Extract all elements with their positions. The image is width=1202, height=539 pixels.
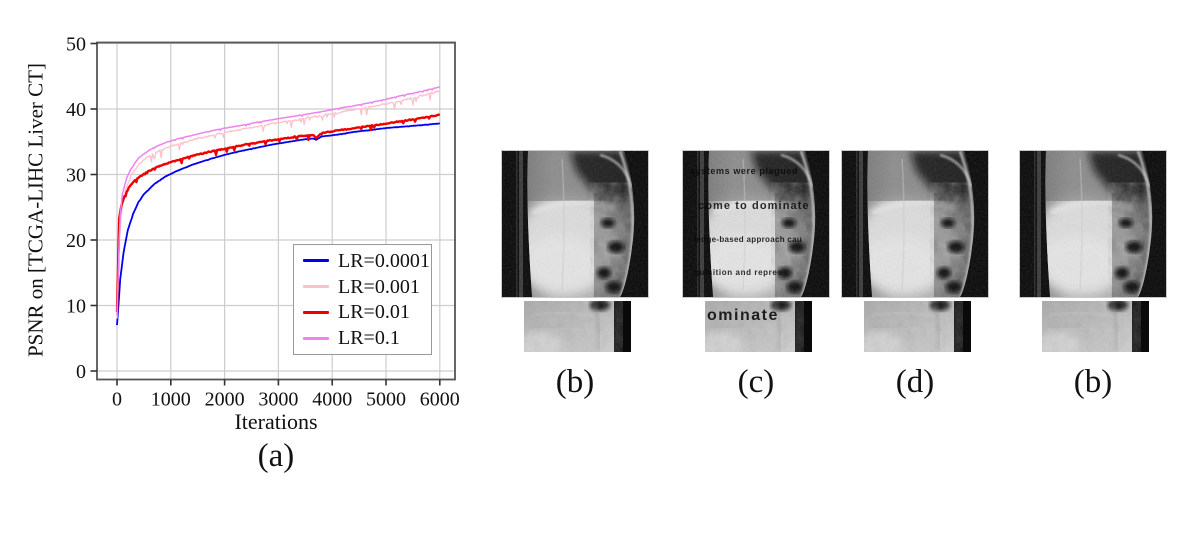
svg-text:10: 10	[66, 296, 86, 318]
svg-text:40: 40	[66, 99, 86, 121]
legend-label: LR=0.0001	[338, 249, 430, 272]
xray-image-c: systems were plagued come to dominate le…	[682, 150, 830, 298]
overlay-crop-text: ominate	[707, 307, 779, 324]
xray-scan	[842, 151, 988, 297]
xray-crop-d	[864, 301, 971, 352]
legend-item-lr-0001: LR=0.0001	[303, 251, 431, 271]
subfigure-caption-a: (a)	[257, 438, 295, 474]
xray-crop-image	[524, 301, 631, 352]
legend-line-swatch	[303, 259, 329, 263]
svg-text:1000: 1000	[151, 389, 191, 411]
xray-crop-b1	[524, 301, 631, 352]
axis-ticks	[90, 42, 441, 386]
xray-image-b2	[1019, 150, 1167, 298]
legend-label: LR=0.01	[338, 301, 410, 324]
xray-scan	[1020, 151, 1166, 297]
svg-text:2000: 2000	[205, 389, 245, 411]
subfigure-caption-c: (c)	[737, 364, 775, 400]
x-axis-label: Iterations	[234, 409, 318, 434]
legend-item-lr-1: LR=0.1	[303, 328, 431, 348]
chart-legend: LR=0.0001 LR=0.001 LR=0.01 LR=0.1	[293, 244, 432, 355]
psnr-chart-plot: 0 1000 2000 3000 4000 5000 6000 0 10 20 30 40 50	[66, 34, 460, 411]
svg-text:0: 0	[76, 361, 86, 383]
svg-text:4000: 4000	[312, 389, 352, 411]
xray-crop-c: ominate	[705, 301, 812, 352]
xray-panel-d: (d)	[841, 150, 989, 400]
legend-item-lr-01: LR=0.01	[303, 302, 431, 322]
xray-image-b1	[501, 150, 649, 298]
legend-item-lr-001: LR=0.001	[303, 277, 431, 297]
series-line-LR=0.1	[116, 86, 440, 316]
overlay-text-line-3: ledge-based approach cau	[694, 235, 803, 244]
svg-text:0: 0	[112, 389, 122, 411]
xray-crop-image	[864, 301, 971, 352]
xray-panel-b2: (b)	[1019, 150, 1167, 400]
tick-labels: 0 1000 2000 3000 4000 5000 6000 0 10 20 30 40 50	[66, 34, 460, 411]
svg-text:20: 20	[66, 230, 86, 252]
overlay-text-line-1: systems were plagued	[690, 166, 799, 176]
xray-crop-image	[1042, 301, 1149, 352]
legend-label: LR=0.001	[338, 275, 420, 298]
overlay-text-line-2: come to dominate	[698, 200, 810, 212]
subfigure-caption-d: (d)	[895, 364, 935, 400]
legend-label: LR=0.1	[338, 327, 400, 350]
psnr-chart: 0 1000 2000 3000 4000 5000 6000 0 10 20 30 40 50 PSN…	[0, 0, 480, 500]
svg-text:50: 50	[66, 34, 86, 56]
legend-line-swatch	[303, 336, 329, 340]
svg-text:5000: 5000	[366, 389, 406, 411]
svg-text:3000: 3000	[258, 389, 298, 411]
xray-panel-b1: (b)	[501, 150, 649, 400]
legend-line-swatch	[303, 310, 329, 314]
y-axis-label: PSNR on [TCGA-LIHC Liver CT]	[23, 63, 48, 358]
svg-text:6000: 6000	[420, 389, 460, 411]
xray-scan	[502, 151, 648, 297]
legend-line-swatch	[303, 285, 329, 289]
series-line-LR=0.001	[116, 90, 441, 319]
subfigure-caption-b2: (b)	[1073, 364, 1113, 400]
xray-panel-c: systems were plagued come to dominate le…	[682, 150, 830, 400]
overlay-text-line-4: quisition and repres	[694, 268, 783, 277]
series-line-LR=0.0001	[116, 122, 440, 326]
svg-text:30: 30	[66, 165, 86, 187]
xray-crop-b2	[1042, 301, 1149, 352]
xray-image-d	[841, 150, 989, 298]
plot-frame	[96, 41, 456, 381]
series-line-LR=0.01	[115, 113, 441, 313]
subfigure-caption-b1: (b)	[555, 364, 595, 400]
